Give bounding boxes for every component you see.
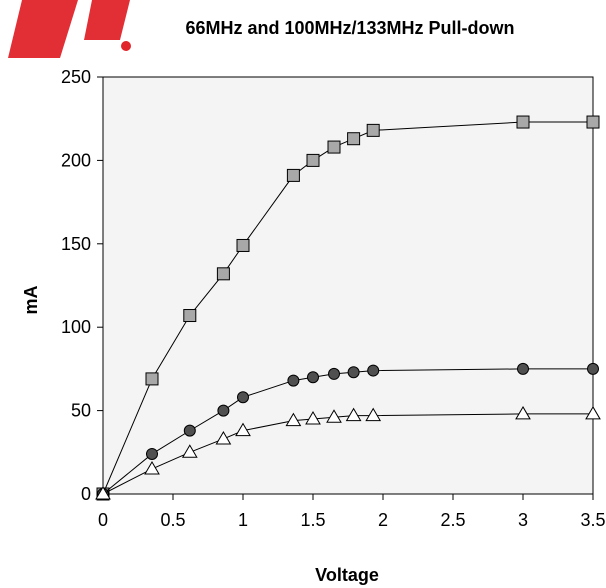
series-circle xyxy=(97,362,599,500)
x-tick-label: 2.5 xyxy=(440,510,465,530)
series-square xyxy=(96,115,600,501)
y-tick-label: 0 xyxy=(81,484,91,504)
y-tick-label: 50 xyxy=(71,401,91,421)
x-tick-label: 0.5 xyxy=(160,510,185,530)
chart-title: 66MHz and 100MHz/133MHz Pull-down xyxy=(185,18,514,38)
series-line xyxy=(102,121,593,495)
data-point-triangle xyxy=(215,430,232,445)
x-axis: 0 0.5 1 1.5 2 2.5 3 3.5 xyxy=(98,494,606,530)
y-tick-label: 200 xyxy=(61,150,91,170)
data-point-square xyxy=(327,140,341,154)
data-point-circle xyxy=(146,447,158,460)
data-point-square xyxy=(586,115,600,129)
data-point-triangle xyxy=(515,405,531,420)
data-point-triangle xyxy=(585,405,601,420)
data-point-triangle xyxy=(365,407,382,422)
y-axis: 0 50 100 150 200 250 xyxy=(61,67,103,504)
data-point-circle xyxy=(183,424,196,437)
data-point-circle xyxy=(237,391,249,404)
data-point-triangle xyxy=(144,460,160,475)
data-point-triangle xyxy=(345,407,362,422)
x-tick-label: 1 xyxy=(238,510,248,530)
y-tick-label: 100 xyxy=(61,317,91,337)
data-point-square xyxy=(306,153,320,167)
data-point-circle xyxy=(347,366,360,379)
data-point-circle xyxy=(328,367,340,380)
data-point-triangle xyxy=(285,412,302,427)
data-point-circle xyxy=(217,404,230,417)
series-layer xyxy=(95,115,601,501)
plot-area xyxy=(102,76,594,495)
data-point-circle xyxy=(307,371,319,384)
data-point-circle xyxy=(587,362,599,375)
data-point-square xyxy=(347,132,361,146)
data-point-square xyxy=(516,115,530,129)
x-tick-label: 3.5 xyxy=(580,510,605,530)
data-point-triangle xyxy=(305,410,321,425)
data-point-square xyxy=(366,123,380,137)
data-point-triangle xyxy=(326,409,342,423)
x-tick-label: 1.5 xyxy=(300,510,325,530)
data-point-triangle xyxy=(181,444,198,458)
x-tick-label: 2 xyxy=(378,510,388,530)
data-point-circle xyxy=(517,362,529,375)
data-point-square xyxy=(216,267,230,281)
data-point-square xyxy=(145,372,159,386)
data-point-square xyxy=(236,238,250,252)
x-axis-title: Voltage xyxy=(315,565,379,585)
y-axis-title: mA xyxy=(21,285,41,314)
y-tick-label: 250 xyxy=(61,67,91,87)
watermark-logo xyxy=(8,0,131,58)
x-tick-label: 3 xyxy=(518,510,528,530)
data-point-square xyxy=(183,309,197,323)
series-line xyxy=(102,413,593,495)
data-point-circle xyxy=(367,364,380,377)
data-point-circle xyxy=(287,374,300,387)
data-point-triangle xyxy=(235,422,251,437)
series-line xyxy=(102,368,593,495)
data-point-square xyxy=(286,168,300,182)
series-triangle xyxy=(95,405,601,500)
data-point-triangle xyxy=(95,486,111,500)
x-tick-label: 0 xyxy=(98,510,108,530)
y-tick-label: 150 xyxy=(61,234,91,254)
